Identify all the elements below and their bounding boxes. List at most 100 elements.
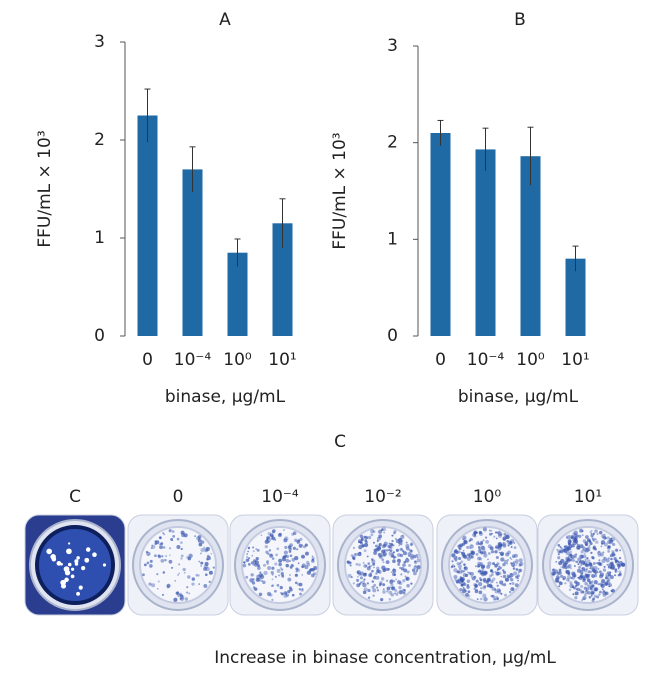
well-spot	[299, 592, 302, 596]
well-spot	[304, 543, 308, 547]
well-spot	[557, 553, 560, 556]
well-spot	[291, 557, 296, 562]
well-spot	[572, 593, 575, 596]
well-spot	[470, 550, 475, 555]
well-spot	[497, 546, 502, 551]
well-spot	[76, 591, 80, 596]
bar	[520, 156, 541, 336]
well-spot	[173, 597, 178, 602]
well-spot	[361, 544, 365, 548]
well-spot	[463, 540, 468, 545]
well-spot	[160, 559, 165, 563]
well-spot	[355, 563, 358, 566]
well-spot	[581, 567, 586, 571]
well-spot	[487, 558, 489, 561]
well-spot	[516, 574, 520, 578]
well-spot	[551, 571, 556, 576]
well-spot	[252, 550, 255, 553]
well-spot	[406, 570, 410, 574]
well-spot	[156, 573, 159, 576]
well-spot	[179, 597, 182, 600]
well-spot	[287, 577, 292, 582]
well-spot	[279, 585, 283, 590]
well-spot	[157, 554, 162, 559]
well-spot	[451, 553, 456, 558]
well-inner	[139, 526, 217, 604]
well-spot	[569, 581, 573, 585]
well-spot	[46, 548, 52, 555]
well-spot	[563, 562, 567, 567]
well-spot	[476, 598, 479, 601]
well-spot	[391, 534, 394, 537]
well-spot	[365, 536, 369, 539]
well-spot	[566, 577, 570, 582]
well-spot	[262, 580, 266, 585]
well-spot	[199, 552, 202, 555]
well-spot	[603, 557, 606, 559]
well-spot	[283, 555, 287, 559]
well-spot	[459, 562, 462, 565]
well-spot	[159, 545, 163, 550]
well-spot	[270, 584, 274, 588]
well-spot	[400, 566, 405, 571]
well-spot	[154, 554, 157, 558]
well-spot	[489, 546, 494, 551]
well-spot	[311, 555, 314, 557]
well-spot	[557, 544, 561, 547]
well-spot	[573, 565, 576, 568]
well-spot	[414, 560, 418, 565]
well-spot	[151, 583, 156, 588]
well-spot	[409, 549, 413, 554]
well-spot	[164, 558, 167, 562]
well-spot	[382, 568, 387, 573]
well-spot	[391, 586, 394, 590]
well-spot	[176, 545, 181, 550]
well-spot	[594, 574, 598, 578]
well-spot	[593, 566, 598, 571]
well-spot	[591, 580, 594, 583]
error-bar	[144, 88, 151, 142]
y-axis-label: FFU/mL × 10³	[35, 130, 55, 247]
well-spot	[180, 547, 183, 551]
well-spot	[460, 569, 464, 573]
well-spot	[191, 582, 195, 586]
well-spot	[271, 529, 276, 534]
well-spot	[500, 575, 503, 578]
well-spot	[60, 579, 67, 586]
well-spot	[590, 594, 593, 597]
well-spot	[498, 589, 501, 592]
well-spot	[361, 580, 365, 585]
well-spot	[285, 554, 289, 559]
well-spot	[475, 541, 480, 546]
well-spot	[208, 580, 211, 583]
well-spot	[294, 581, 298, 585]
well-spot	[491, 594, 494, 598]
well-spot	[151, 544, 156, 549]
well-spot	[380, 598, 384, 602]
well-spot	[371, 558, 374, 561]
well-spot	[259, 571, 262, 574]
well-spot	[507, 544, 510, 547]
well-spot	[604, 582, 608, 586]
well-spot	[196, 536, 201, 541]
well-spot	[603, 565, 606, 568]
well-spot	[388, 590, 393, 595]
well-spot	[582, 548, 585, 552]
well-spot	[359, 541, 363, 545]
well-spot	[580, 560, 586, 565]
well-spot	[567, 579, 570, 582]
well-spot	[406, 584, 410, 588]
well-spot	[247, 546, 251, 550]
well-spot	[390, 555, 393, 558]
well-spot	[555, 575, 560, 580]
well-spot	[180, 554, 184, 558]
well-spot	[462, 535, 467, 540]
well-spot	[372, 576, 377, 580]
well-spot	[577, 546, 581, 550]
well-spot	[306, 570, 312, 575]
well-spot	[162, 532, 164, 534]
well-spot	[592, 537, 595, 541]
well-spot	[589, 542, 593, 546]
well-spot	[410, 555, 415, 560]
well-spot	[488, 529, 492, 532]
